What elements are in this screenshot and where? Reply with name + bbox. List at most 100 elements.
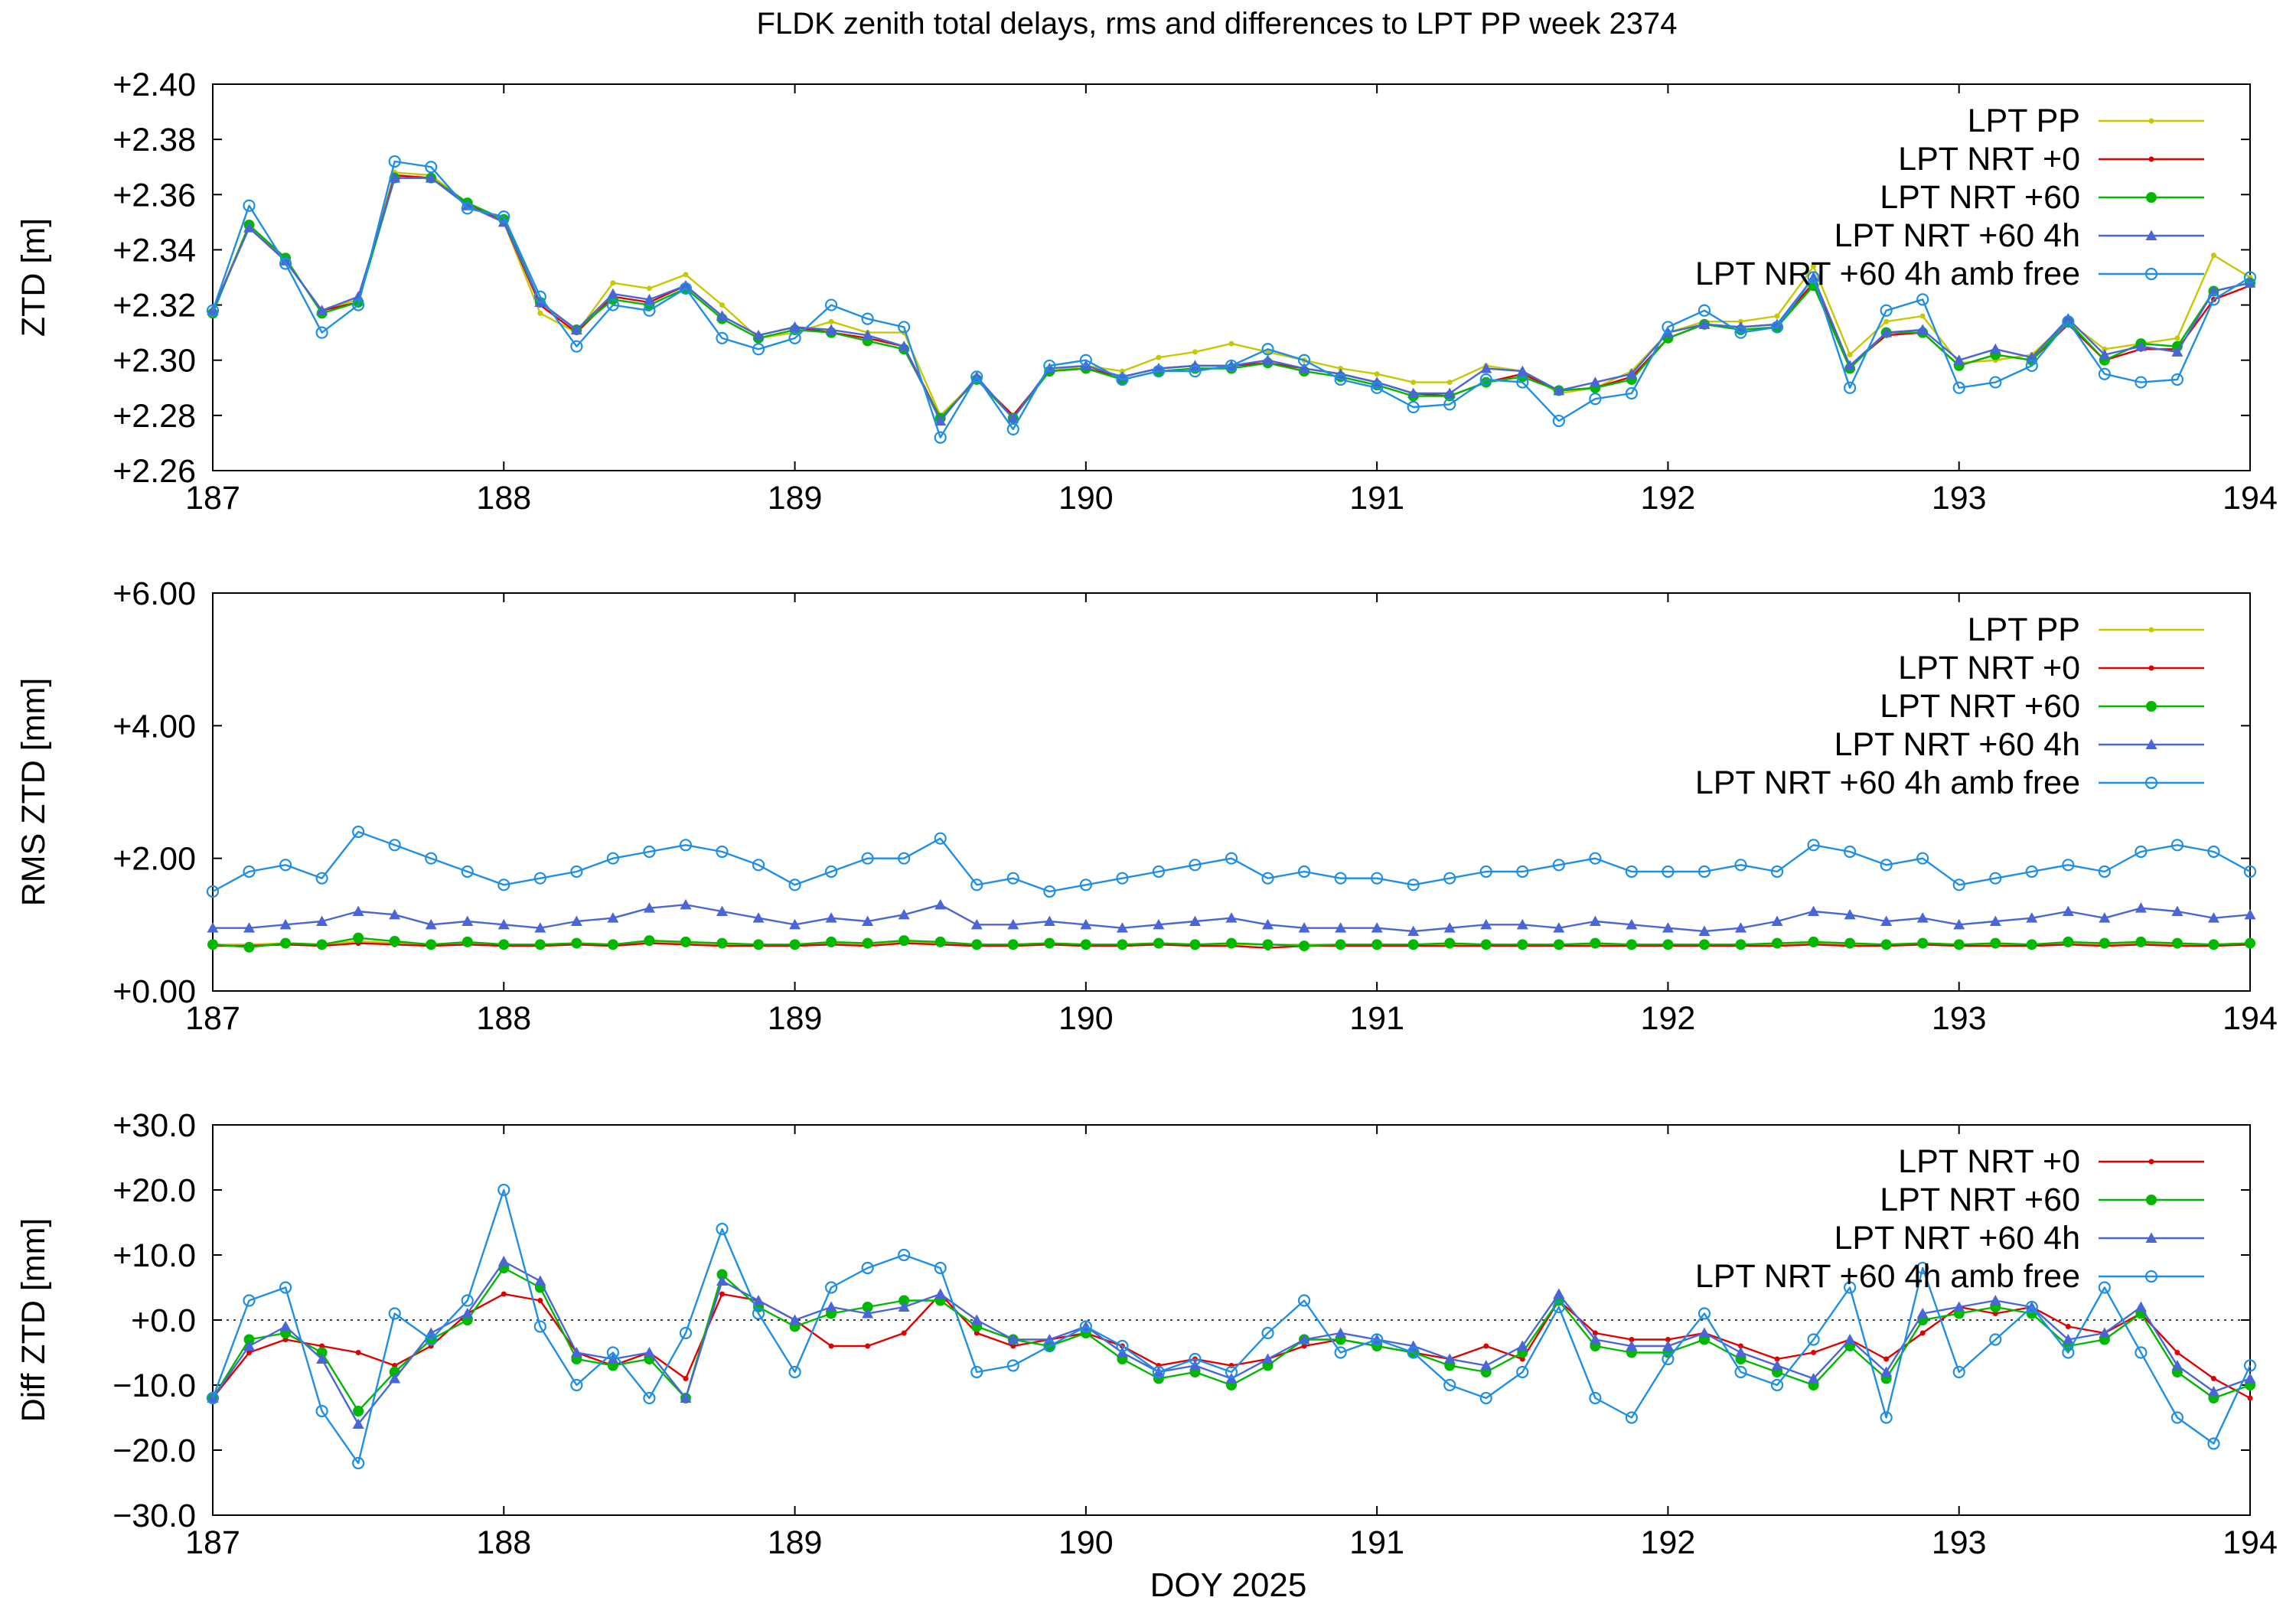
data-point [606,1346,619,1359]
data-point [2207,912,2219,923]
data-point [1553,939,1564,950]
data-point [533,1320,546,1333]
data-point [2170,839,2184,852]
data-point [1844,381,1857,394]
data-point [243,1340,256,1351]
data-point [1952,381,1965,394]
data-point [352,1456,365,1470]
data-point [243,922,256,933]
data-point [461,1294,474,1307]
data-point [1771,915,1783,926]
data-point [1989,376,2002,389]
x-tick-label: 188 [476,1000,531,1037]
data-point [2099,937,2110,949]
data-point [680,279,692,291]
data-point [1916,324,1929,335]
data-point [1880,327,1893,337]
data-point [1262,354,1274,365]
data-point [461,936,473,947]
data-point [828,318,834,324]
y-tick-label: +2.30 [113,343,196,380]
y-tick-label: +0.0 [131,1302,196,1339]
data-point [1989,1295,2001,1305]
series-line [211,1188,2252,1465]
data-point [683,272,689,278]
data-point [1152,865,1166,878]
data-point [1516,1365,1529,1379]
data-point [1953,1301,1965,1312]
data-point [533,872,546,885]
data-point [898,1301,910,1312]
data-point [643,1391,656,1405]
data-point [352,1418,364,1429]
data-point [534,922,546,933]
data-point [1917,937,1929,949]
legend-label: LPT NRT +60 4h amb free [1695,256,2080,292]
data-point [1446,380,1453,386]
data-point [2171,1360,2183,1371]
data-point [206,304,220,317]
data-point [570,865,583,878]
data-point [1407,878,1420,892]
data-point [2098,865,2111,878]
y-tick-label: −30.0 [113,1498,196,1534]
legend-marker [2148,1159,2154,1165]
series-lpt-nrt-60-4h-amb-free [206,825,2257,898]
data-point [2135,376,2148,389]
y-tick-label: +2.40 [113,67,196,103]
data-point [1116,1339,1129,1353]
data-point [461,200,474,210]
data-point [534,939,546,950]
data-point [1479,865,1492,878]
data-point [752,1307,765,1320]
y-tick-label: +20.0 [113,1172,196,1209]
data-point [1152,1365,1166,1379]
data-point [1553,922,1565,933]
data-point [1479,1391,1492,1405]
y-tick-label: +4.00 [113,708,196,745]
data-point [2099,1327,2111,1338]
legend-label: LPT PP [1968,611,2080,648]
data-point [1043,885,1056,898]
data-point [1990,937,2001,949]
data-point [716,845,729,859]
data-point [1662,939,1674,950]
data-point [752,1295,765,1305]
data-point [316,939,328,950]
data-point [1735,939,1746,950]
x-tick-label: 191 [1349,1524,1404,1561]
data-point [607,939,618,950]
x-tick-label: 190 [1058,1524,1114,1561]
data-point [752,343,765,356]
data-point [1880,1411,1893,1424]
data-point [1407,1346,1420,1359]
data-point [2062,859,2075,872]
data-point [1371,381,1384,394]
data-point [1443,922,1456,933]
data-point [1844,1281,1857,1294]
legend-label: LPT NRT +60 [1880,1182,2080,1218]
data-point [497,1183,510,1197]
data-point [2026,351,2038,363]
data-point [1443,1353,1456,1364]
data-point [1592,1330,1598,1336]
data-point [1774,313,1780,319]
data-point [1844,937,1856,949]
panel-2: 187 188 189 190 191 192 193 194 +0.00 +2.00 +4.00 +… [15,575,2278,1037]
data-point [1552,1300,1565,1314]
legend-label: LPT NRT +60 4h amb free [1695,1258,2080,1295]
y-tick-label: +2.36 [113,177,196,214]
data-point [825,912,837,923]
data-point [898,1248,911,1262]
y-tick-label: +2.00 [113,841,196,878]
data-point [461,865,474,878]
y-tick-label: +6.00 [113,575,196,612]
x-tick-label: 189 [768,480,823,517]
data-point [789,1314,801,1325]
data-point [2244,1373,2256,1384]
data-point [570,340,583,353]
data-point [1808,936,1819,947]
data-point [899,935,910,947]
panel-3: 187 188 189 190 191 192 193 194 −30.0 −20.0 −10.0 +… [15,1107,2278,1561]
legend-marker [2146,1195,2157,1205]
